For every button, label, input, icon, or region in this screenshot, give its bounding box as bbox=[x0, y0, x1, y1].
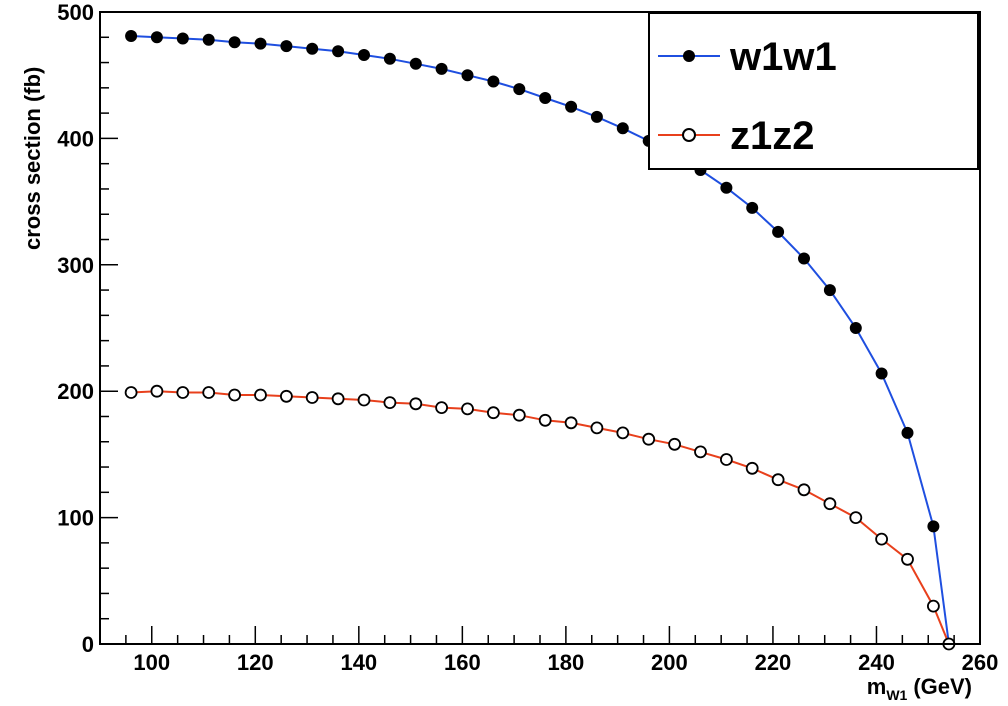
x-tick-label: 120 bbox=[237, 650, 274, 675]
legend-marker-w1w1 bbox=[683, 50, 695, 62]
data-point-w1w1 bbox=[616, 122, 629, 135]
data-point-z1z2 bbox=[797, 483, 811, 497]
data-point-z1z2 bbox=[927, 599, 940, 613]
x-axis-ticks: 100 120 140 160 180 200 220 240 260 bbox=[99, 626, 999, 675]
data-point-z1z2 bbox=[435, 401, 449, 415]
data-point-z1z2 bbox=[202, 386, 216, 399]
data-point-w1w1 bbox=[590, 110, 603, 123]
data-point-z1z2 bbox=[331, 392, 345, 406]
y-axis-label: cross section (fb) bbox=[20, 67, 45, 250]
data-point-z1z2 bbox=[305, 391, 319, 404]
data-point-w1w1 bbox=[513, 83, 526, 96]
data-point-z1z2 bbox=[486, 406, 500, 420]
x-tick-label: 260 bbox=[962, 650, 999, 675]
x-tick-label: 160 bbox=[444, 650, 481, 675]
legend-label-z1z2: z1z2 bbox=[730, 114, 815, 158]
data-point-z1z2 bbox=[901, 552, 914, 566]
x-tick-label: 220 bbox=[755, 650, 792, 675]
data-point-w1w1 bbox=[228, 36, 241, 49]
data-point-z1z2 bbox=[849, 511, 863, 524]
data-point-z1z2 bbox=[823, 497, 837, 511]
data-point-w1w1 bbox=[358, 49, 370, 61]
data-point-w1w1 bbox=[823, 284, 836, 297]
x-tick-label: 140 bbox=[340, 650, 377, 675]
data-point-w1w1 bbox=[927, 520, 940, 533]
y-tick-label: 300 bbox=[57, 253, 94, 278]
data-point-z1z2 bbox=[150, 384, 164, 398]
data-point-w1w1 bbox=[254, 37, 267, 50]
data-point-w1w1 bbox=[565, 100, 578, 113]
data-point-z1z2 bbox=[720, 453, 733, 466]
legend-box bbox=[648, 12, 979, 170]
data-point-z1z2 bbox=[176, 386, 190, 399]
data-point-z1z2 bbox=[694, 445, 707, 459]
y-tick-label: 400 bbox=[57, 126, 94, 151]
data-point-z1z2 bbox=[538, 413, 552, 427]
data-point-w1w1 bbox=[150, 31, 163, 44]
x-tick-label: 200 bbox=[651, 650, 688, 675]
data-point-w1w1 bbox=[202, 33, 215, 46]
x-axis-label: mW1 (GeV) bbox=[867, 674, 972, 703]
series-markers bbox=[124, 30, 956, 651]
data-point-z1z2 bbox=[745, 461, 759, 475]
y-tick-label: 0 bbox=[82, 632, 94, 657]
data-point-z1z2 bbox=[590, 421, 604, 435]
data-point-z1z2 bbox=[228, 388, 242, 402]
data-point-w1w1 bbox=[306, 42, 319, 55]
data-point-z1z2 bbox=[668, 437, 681, 451]
data-point-z1z2 bbox=[564, 416, 578, 430]
data-point-z1z2 bbox=[512, 408, 526, 422]
data-point-w1w1 bbox=[332, 45, 345, 58]
data-point-z1z2 bbox=[771, 473, 785, 487]
data-point-w1w1 bbox=[125, 30, 138, 42]
data-point-w1w1 bbox=[280, 40, 293, 53]
legend-label-w1w1: w1w1 bbox=[729, 35, 837, 79]
data-point-w1w1 bbox=[875, 367, 888, 380]
x-tick-label: 240 bbox=[858, 650, 895, 675]
data-point-w1w1 bbox=[487, 75, 500, 88]
legend: w1w1 z1z2 bbox=[648, 12, 979, 170]
data-point-w1w1 bbox=[461, 69, 474, 82]
y-axis-ticks: 0 100 200 300 400 500 bbox=[57, 0, 118, 657]
data-point-w1w1 bbox=[176, 32, 189, 45]
data-point-z1z2 bbox=[279, 389, 293, 403]
data-point-w1w1 bbox=[435, 62, 448, 75]
data-point-z1z2 bbox=[616, 426, 630, 440]
data-point-z1z2 bbox=[875, 532, 888, 546]
data-point-w1w1 bbox=[720, 181, 733, 194]
data-point-z1z2 bbox=[124, 386, 138, 399]
data-point-z1z2 bbox=[461, 402, 474, 416]
x-axis-label-unit: (GeV) bbox=[913, 674, 972, 699]
data-point-w1w1 bbox=[539, 92, 552, 104]
x-axis-label-main: m bbox=[867, 674, 887, 699]
x-axis-label-sub: W1 bbox=[886, 687, 907, 703]
data-point-z1z2 bbox=[357, 393, 371, 407]
data-point-w1w1 bbox=[798, 252, 810, 265]
data-point-w1w1 bbox=[849, 322, 862, 334]
legend-marker-z1z2 bbox=[682, 128, 696, 142]
x-tick-label: 100 bbox=[133, 650, 170, 675]
data-point-w1w1 bbox=[409, 57, 422, 70]
data-point-w1w1 bbox=[746, 201, 759, 214]
data-point-w1w1 bbox=[383, 52, 396, 65]
data-point-w1w1 bbox=[772, 225, 785, 238]
data-point-z1z2 bbox=[383, 396, 397, 410]
data-point-z1z2 bbox=[642, 432, 656, 446]
y-tick-label: 200 bbox=[57, 379, 94, 404]
y-tick-label: 100 bbox=[57, 506, 94, 531]
data-point-w1w1 bbox=[901, 426, 914, 439]
x-tick-label: 180 bbox=[548, 650, 585, 675]
y-tick-label: 500 bbox=[57, 0, 94, 25]
data-point-z1z2 bbox=[409, 397, 423, 411]
data-point-z1z2 bbox=[254, 388, 267, 402]
